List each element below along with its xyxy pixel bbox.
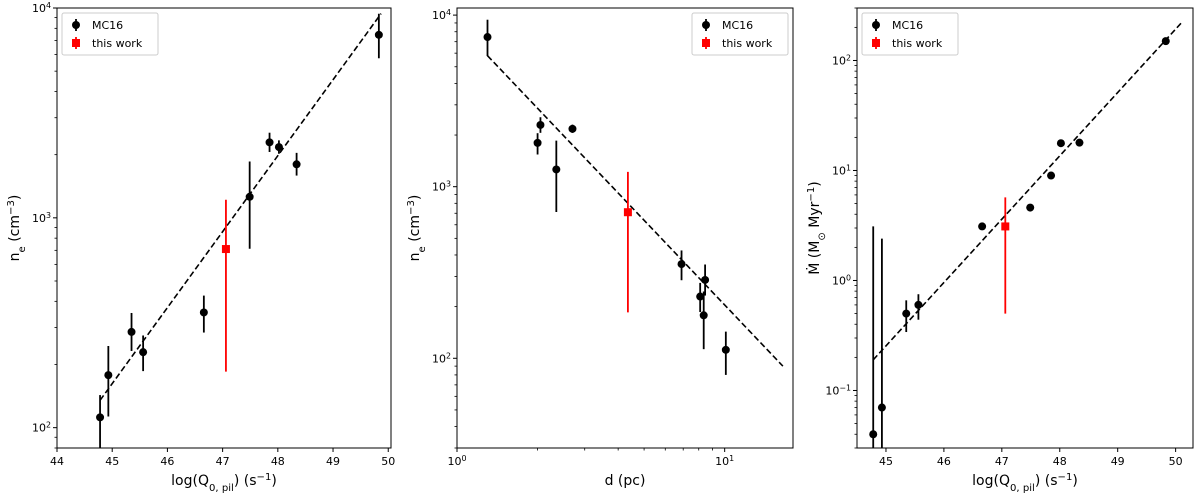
legend-label: MC16 bbox=[722, 19, 753, 32]
data-point-mc16 bbox=[902, 309, 911, 318]
data-point-mc16 bbox=[1075, 138, 1084, 147]
x-tick-label: 48 bbox=[271, 455, 285, 468]
data-point-mc16 bbox=[701, 275, 710, 284]
y-axis-label: ne (cm−3) bbox=[6, 195, 28, 262]
legend-marker-square bbox=[702, 39, 710, 47]
y-tick-label: 102 bbox=[832, 53, 851, 68]
legend: MC16 this work bbox=[61, 12, 159, 56]
legend: MC16 this work bbox=[861, 12, 959, 56]
legend-box bbox=[691, 12, 789, 56]
data-point-mc16 bbox=[265, 138, 274, 147]
data-point-this-work bbox=[1001, 222, 1010, 231]
data-point-mc16 bbox=[104, 371, 113, 380]
y-tick-label: 100 bbox=[832, 273, 851, 288]
legend-label: this work bbox=[722, 37, 773, 50]
data-layer bbox=[483, 19, 784, 375]
chart-panel-2: 100 101 102 103 104 d (pc) ne (cm−3) MC16 this w… bbox=[406, 7, 794, 489]
legend-label: MC16 bbox=[892, 19, 923, 32]
x-axis-label: d (pc) bbox=[605, 473, 646, 489]
x-tick-label: 47 bbox=[216, 455, 230, 468]
legend-marker-square bbox=[872, 39, 880, 47]
legend-label: MC16 bbox=[92, 19, 123, 32]
data-point-mc16 bbox=[869, 430, 878, 439]
data-point-mc16 bbox=[536, 120, 545, 129]
x-tick-label: 49 bbox=[1111, 455, 1125, 468]
data-point-mc16 bbox=[1161, 37, 1170, 46]
y-tick-label: 103 bbox=[32, 210, 51, 225]
data-point-mc16 bbox=[292, 160, 301, 169]
data-point-mc16 bbox=[533, 138, 542, 147]
x-tick-label: 50 bbox=[1169, 455, 1183, 468]
data-point-mc16 bbox=[245, 192, 254, 201]
y-tick-label: 101 bbox=[832, 163, 851, 178]
plot-frame bbox=[856, 7, 1194, 449]
y-tick-label: 10−1 bbox=[825, 383, 851, 398]
x-tick-label: 46 bbox=[937, 455, 951, 468]
data-point-mc16 bbox=[127, 327, 136, 336]
data-point-mc16 bbox=[552, 165, 561, 174]
data-point-mc16 bbox=[199, 308, 208, 317]
data-point-mc16 bbox=[677, 260, 686, 269]
x-axis-label: log(Q0, pil) (s−1) bbox=[171, 472, 277, 493]
data-point-mc16 bbox=[1047, 171, 1056, 180]
x-tick-label: 48 bbox=[1053, 455, 1067, 468]
x-tick-label: 44 bbox=[50, 455, 64, 468]
x-tick-label: 100 bbox=[447, 454, 466, 469]
y-tick-label: 102 bbox=[32, 420, 51, 435]
y-tick-label: 103 bbox=[432, 179, 451, 194]
data-point-mc16 bbox=[721, 345, 730, 354]
legend-box bbox=[861, 12, 959, 56]
legend-marker-circle bbox=[872, 21, 880, 29]
data-point-mc16 bbox=[978, 222, 987, 231]
fit-line bbox=[486, 55, 784, 367]
x-tick-label: 45 bbox=[879, 455, 893, 468]
x-tick-label: 45 bbox=[105, 455, 119, 468]
x-tick-label: 47 bbox=[995, 455, 1009, 468]
x-tick-label: 46 bbox=[160, 455, 174, 468]
x-tick-label: 101 bbox=[715, 454, 734, 469]
data-point-mc16 bbox=[1056, 139, 1065, 148]
y-axis-label: Ṁ (M⊙ Myr−1) bbox=[805, 181, 828, 274]
data-layer bbox=[96, 13, 383, 448]
fit-line bbox=[872, 22, 1183, 361]
legend-label: this work bbox=[892, 37, 943, 50]
data-point-mc16 bbox=[914, 300, 923, 309]
data-point-mc16 bbox=[96, 413, 105, 422]
y-tick-label: 102 bbox=[432, 351, 451, 366]
legend-marker-circle bbox=[72, 21, 80, 29]
data-point-mc16 bbox=[483, 33, 492, 42]
x-tick-label: 49 bbox=[326, 455, 340, 468]
legend-label: this work bbox=[92, 37, 143, 50]
chart-panel-3: 45 46 47 48 49 50 10−1 100 101 102 log(Q0, pil) (s… bbox=[805, 7, 1194, 493]
y-axis-label: ne (cm−3) bbox=[406, 195, 428, 262]
x-axis-label: log(Q0, pil) (s−1) bbox=[972, 472, 1078, 493]
data-point-mc16 bbox=[877, 403, 886, 412]
legend: MC16 this work bbox=[691, 12, 789, 56]
data-layer bbox=[869, 22, 1183, 448]
legend-marker-circle bbox=[702, 21, 710, 29]
data-point-mc16 bbox=[696, 292, 705, 301]
data-point-this-work bbox=[221, 245, 230, 254]
data-point-this-work bbox=[623, 208, 632, 217]
data-point-mc16 bbox=[568, 124, 577, 133]
x-tick-label: 50 bbox=[381, 455, 395, 468]
plot-frame bbox=[456, 7, 794, 449]
data-point-mc16 bbox=[1026, 203, 1035, 212]
legend-marker-square bbox=[72, 39, 80, 47]
y-tick-label: 104 bbox=[32, 1, 51, 16]
legend-box bbox=[61, 12, 159, 56]
data-point-mc16 bbox=[274, 143, 283, 152]
plot-frame bbox=[56, 7, 392, 449]
y-tick-label: 104 bbox=[432, 8, 451, 23]
data-point-mc16 bbox=[699, 311, 708, 320]
data-point-mc16 bbox=[139, 348, 148, 357]
fit-line bbox=[99, 13, 382, 401]
data-point-mc16 bbox=[374, 30, 383, 39]
chart-panel-1: 44 45 46 47 48 49 50 102 103 104 log(Q0, pil) (s−1… bbox=[6, 1, 396, 493]
